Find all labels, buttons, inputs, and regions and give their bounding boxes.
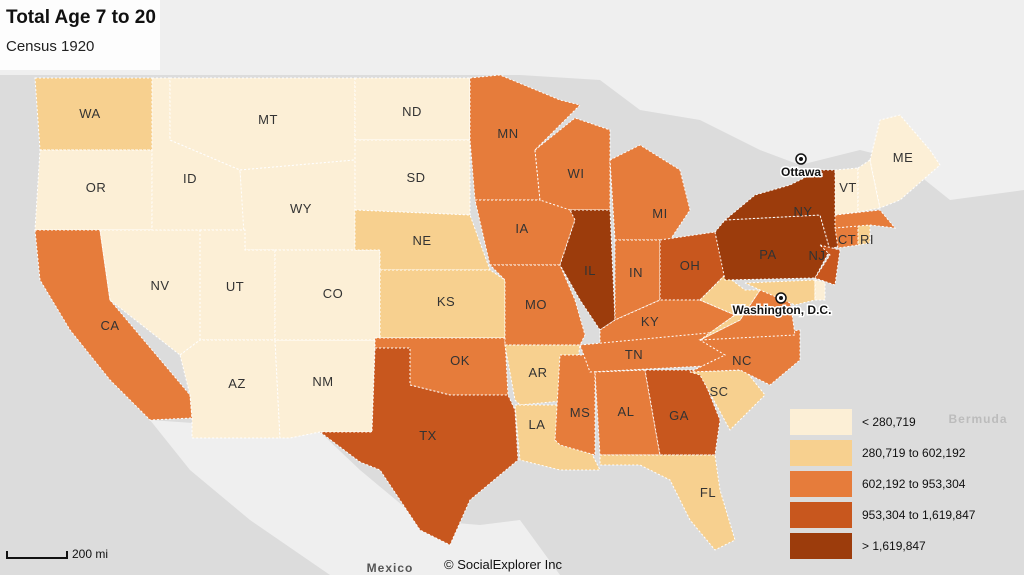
state-NH[interactable] <box>857 159 881 213</box>
state-NY[interactable] <box>723 169 841 251</box>
legend-row: < 280,719 <box>790 406 1010 437</box>
canada-land <box>0 0 1024 200</box>
label-CO: CO <box>323 286 344 301</box>
state-NJ[interactable] <box>814 244 841 286</box>
label-MT: MT <box>258 112 278 127</box>
label-ID: ID <box>183 171 197 186</box>
state-SC[interactable] <box>689 369 766 431</box>
label-MI: MI <box>652 206 667 221</box>
label-NE: NE <box>412 233 431 248</box>
label-AZ: AZ <box>228 376 246 391</box>
label-KY: KY <box>641 314 659 329</box>
state-MO[interactable] <box>488 264 586 346</box>
label-IN: IN <box>629 265 643 280</box>
legend-label: > 1,619,847 <box>862 538 926 553</box>
label-IL: IL <box>584 263 596 278</box>
state-VT[interactable] <box>834 167 859 216</box>
state-PA[interactable] <box>714 214 831 281</box>
state-MA[interactable] <box>834 209 897 229</box>
state-FL[interactable] <box>599 454 736 551</box>
map-title: Total Age 7 to 20 <box>6 7 156 28</box>
city-marker-ottawa[interactable]: Ottawa <box>779 153 823 181</box>
legend-label: < 280,719 <box>862 414 916 429</box>
label-IA: IA <box>515 221 528 236</box>
credit-label[interactable]: © SocialExplorer Inc <box>444 557 562 572</box>
state-IA[interactable] <box>474 199 576 266</box>
label-VT: VT <box>839 180 857 195</box>
label-CA: CA <box>100 318 119 333</box>
label-LA: LA <box>529 417 546 432</box>
label-MS: MS <box>570 405 591 420</box>
label-WY: WY <box>290 201 312 216</box>
state-DE[interactable] <box>814 279 826 301</box>
state-NM[interactable] <box>274 339 376 439</box>
map-subtitle: Census 1920 <box>6 38 95 55</box>
mexico-land <box>150 420 560 575</box>
label-SD: SD <box>406 170 425 185</box>
label-SC: SC <box>709 384 728 399</box>
label-MN: MN <box>497 126 518 141</box>
legend-swatch <box>790 501 852 528</box>
scale-label: 200 mi <box>72 547 109 561</box>
state-MN[interactable] <box>469 74 581 201</box>
state-LA[interactable] <box>514 404 601 471</box>
state-IL[interactable] <box>559 209 616 331</box>
legend-label: 280,719 to 602,192 <box>862 445 966 460</box>
city-label-ottawa: Ottawa <box>781 165 821 179</box>
label-TN: TN <box>625 347 643 362</box>
state-WV[interactable] <box>699 274 761 341</box>
state-CO[interactable] <box>274 249 381 341</box>
title-panel: Total Age 7 to 20 Census 1920 <box>0 0 160 70</box>
label-AR: AR <box>528 365 547 380</box>
state-NE[interactable] <box>354 209 491 271</box>
label-UT: UT <box>226 279 244 294</box>
mexico-label: Mexico <box>367 561 414 575</box>
state-AZ[interactable] <box>179 339 281 439</box>
label-OR: OR <box>86 180 107 195</box>
legend-swatch <box>790 532 852 559</box>
legend: < 280,719 280,719 to 602,192 602,192 to … <box>790 406 1010 561</box>
label-WA: WA <box>79 106 100 121</box>
legend-row: > 1,619,847 <box>790 530 1010 561</box>
legend-row: 953,304 to 1,619,847 <box>790 499 1010 530</box>
state-NV[interactable] <box>99 229 201 356</box>
bermuda-label: Bermuda <box>948 412 1007 426</box>
label-NM: NM <box>312 374 333 389</box>
label-AL: AL <box>618 404 635 419</box>
legend-swatch <box>790 439 852 466</box>
state-NC[interactable] <box>689 329 801 386</box>
state-CT[interactable] <box>834 224 859 249</box>
label-GA: GA <box>669 408 689 423</box>
label-CT: CT <box>838 232 856 247</box>
legend-label: 602,192 to 953,304 <box>862 476 966 491</box>
label-NJ: NJ <box>809 248 826 263</box>
label-ME: ME <box>893 150 914 165</box>
city-label-washington: Washington, D.C. <box>733 303 832 317</box>
label-OH: OH <box>680 258 701 273</box>
label-ND: ND <box>402 104 422 119</box>
state-GA[interactable] <box>644 369 721 456</box>
label-NC: NC <box>732 353 752 368</box>
label-TX: TX <box>419 428 437 443</box>
state-TX[interactable] <box>318 347 519 546</box>
legend-swatch <box>790 470 852 497</box>
label-OK: OK <box>450 353 470 368</box>
label-MO: MO <box>525 297 547 312</box>
legend-label: 953,304 to 1,619,847 <box>862 507 976 522</box>
scale-bar-line <box>6 551 68 559</box>
label-RI: RI <box>860 232 874 247</box>
legend-row: 602,192 to 953,304 <box>790 468 1010 499</box>
label-NY: NY <box>793 204 812 219</box>
label-KS: KS <box>437 294 455 309</box>
city-marker-washington[interactable]: Washington, D.C. <box>731 292 833 319</box>
label-WI: WI <box>568 166 585 181</box>
legend-row: 280,719 to 602,192 <box>790 437 1010 468</box>
legend-swatch <box>790 408 852 435</box>
state-ME[interactable] <box>869 114 941 209</box>
label-FL: FL <box>700 485 716 500</box>
label-PA: PA <box>759 247 776 262</box>
label-NV: NV <box>150 278 169 293</box>
